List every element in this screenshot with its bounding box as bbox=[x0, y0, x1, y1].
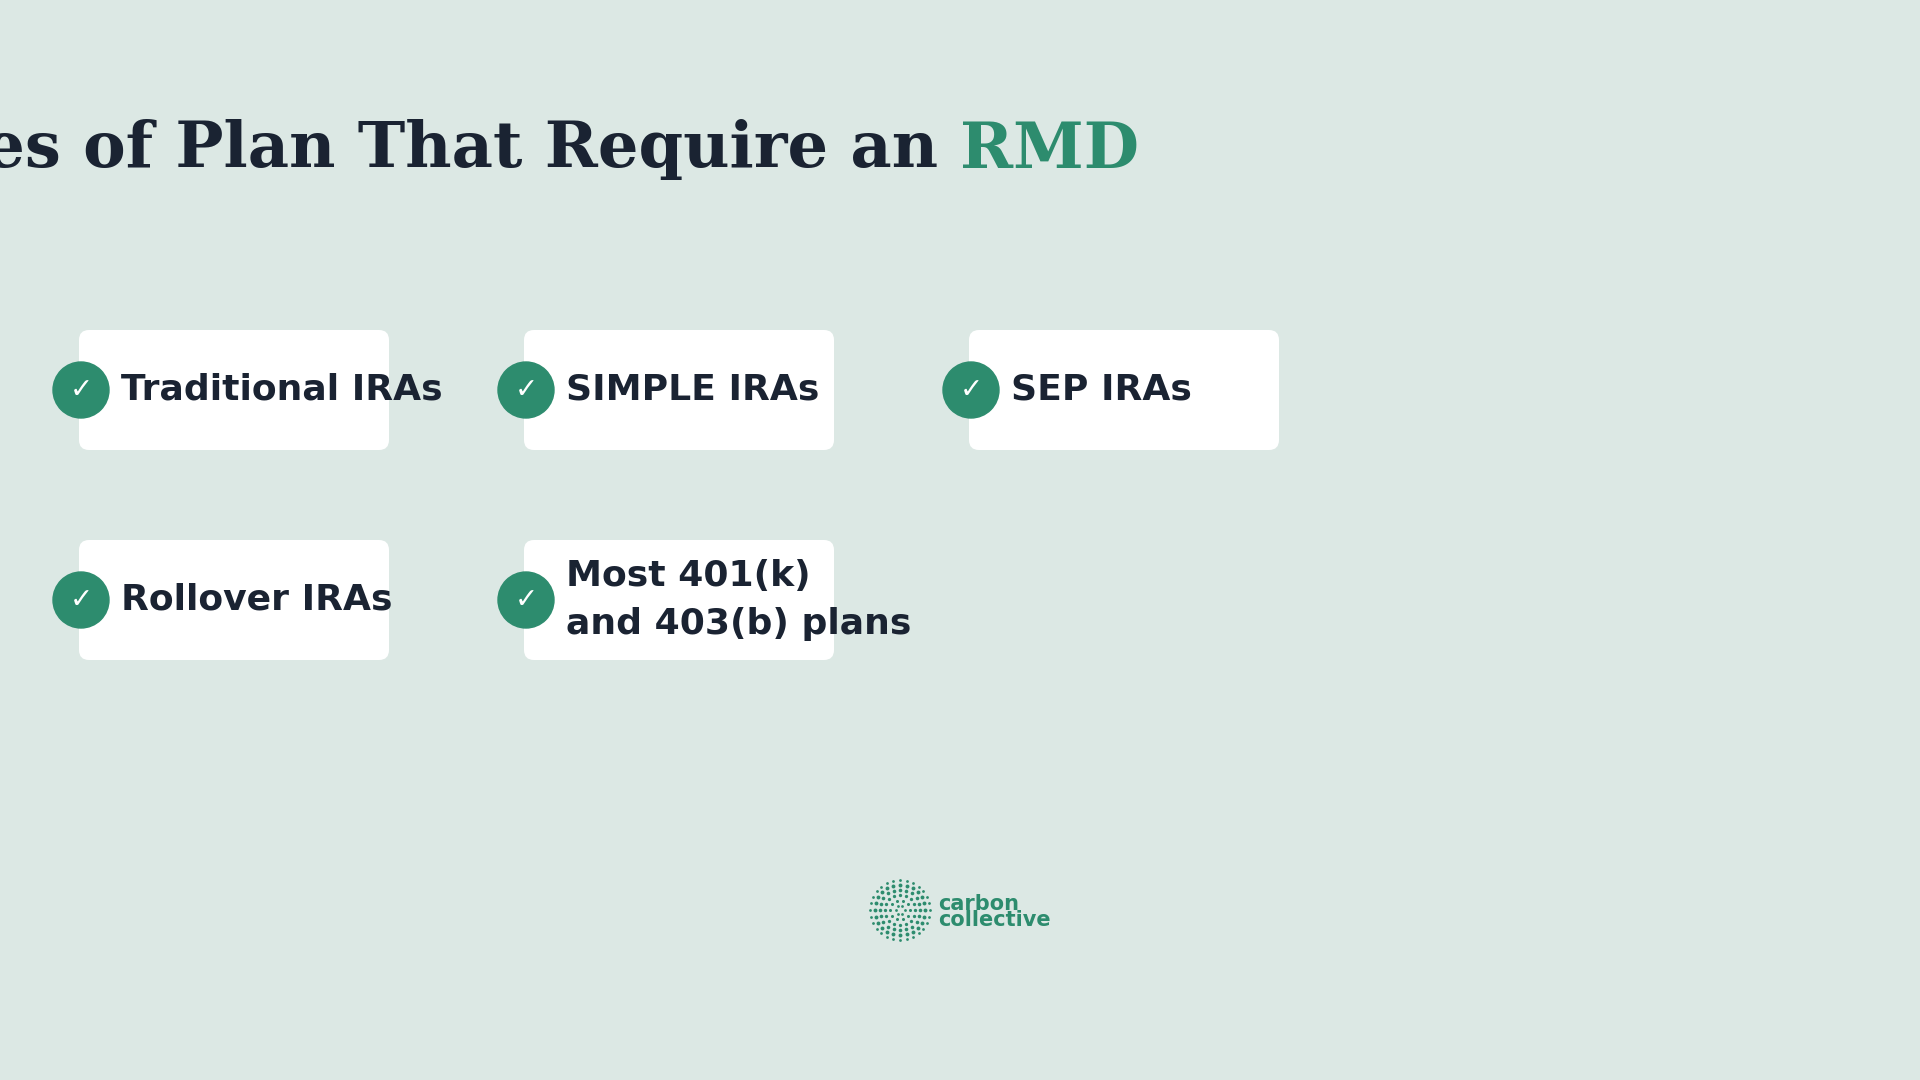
Circle shape bbox=[497, 362, 555, 418]
Text: ✓: ✓ bbox=[515, 376, 538, 404]
FancyBboxPatch shape bbox=[79, 540, 390, 660]
FancyBboxPatch shape bbox=[970, 330, 1279, 450]
Text: ✓: ✓ bbox=[69, 376, 92, 404]
Text: ✓: ✓ bbox=[69, 586, 92, 615]
Text: SEP IRAs: SEP IRAs bbox=[1012, 373, 1192, 407]
FancyBboxPatch shape bbox=[79, 330, 390, 450]
Text: SIMPLE IRAs: SIMPLE IRAs bbox=[566, 373, 820, 407]
FancyBboxPatch shape bbox=[524, 330, 833, 450]
Circle shape bbox=[54, 362, 109, 418]
Text: collective: collective bbox=[939, 910, 1050, 930]
Text: Rollover IRAs: Rollover IRAs bbox=[121, 583, 392, 617]
FancyBboxPatch shape bbox=[524, 540, 833, 660]
Circle shape bbox=[497, 572, 555, 627]
Text: carbon: carbon bbox=[939, 894, 1020, 914]
Text: Most 401(k)
and 403(b) plans: Most 401(k) and 403(b) plans bbox=[566, 559, 912, 640]
Circle shape bbox=[943, 362, 998, 418]
Text: ✓: ✓ bbox=[515, 586, 538, 615]
Text: Types of Plan That Require an: Types of Plan That Require an bbox=[0, 119, 960, 181]
FancyBboxPatch shape bbox=[19, 21, 1901, 1059]
Circle shape bbox=[54, 572, 109, 627]
Text: ✓: ✓ bbox=[960, 376, 983, 404]
Text: Traditional IRAs: Traditional IRAs bbox=[121, 373, 444, 407]
Text: RMD: RMD bbox=[960, 120, 1139, 180]
